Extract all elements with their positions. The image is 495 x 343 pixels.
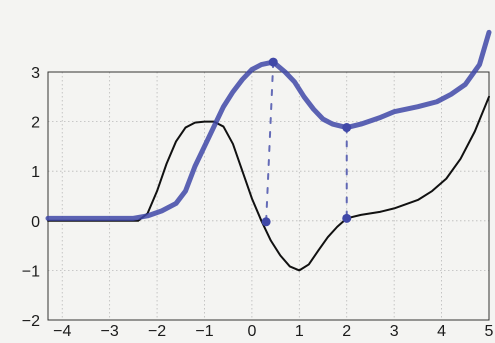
x-tick-label: 5: [485, 323, 494, 340]
series-point: [261, 217, 271, 227]
y-axis: 3 2 1 0 −1 −2: [22, 65, 40, 330]
series-point: [342, 213, 352, 223]
y-tick-label: −2: [22, 313, 40, 330]
series-point: [342, 123, 352, 133]
chart-series: [45, 29, 492, 272]
y-tick-label: −1: [22, 263, 40, 280]
y-tick-label: 2: [31, 115, 40, 132]
x-tick-label: −2: [148, 323, 166, 340]
x-tick-label: 3: [390, 323, 399, 340]
series-point: [268, 57, 278, 67]
x-tick-label: −3: [101, 323, 119, 340]
series-marker-line: [45, 29, 492, 221]
y-tick-label: 1: [31, 164, 40, 181]
y-tick-label: 0: [31, 214, 40, 231]
y-tick-label: 3: [31, 65, 40, 82]
x-tick-label: −1: [195, 323, 213, 340]
x-tick-label: 1: [295, 323, 304, 340]
series-line: [47, 95, 490, 272]
x-tick-label: 2: [342, 323, 351, 340]
x-tick-label: −4: [53, 323, 71, 340]
series-drop-line: [265, 61, 275, 223]
x-tick-label: 4: [437, 323, 446, 340]
plot-frame: [47, 71, 490, 321]
x-tick-label: 0: [247, 323, 256, 340]
x-axis: −4 −3 −2 −1 0 1 2 3 4 5: [53, 323, 493, 340]
